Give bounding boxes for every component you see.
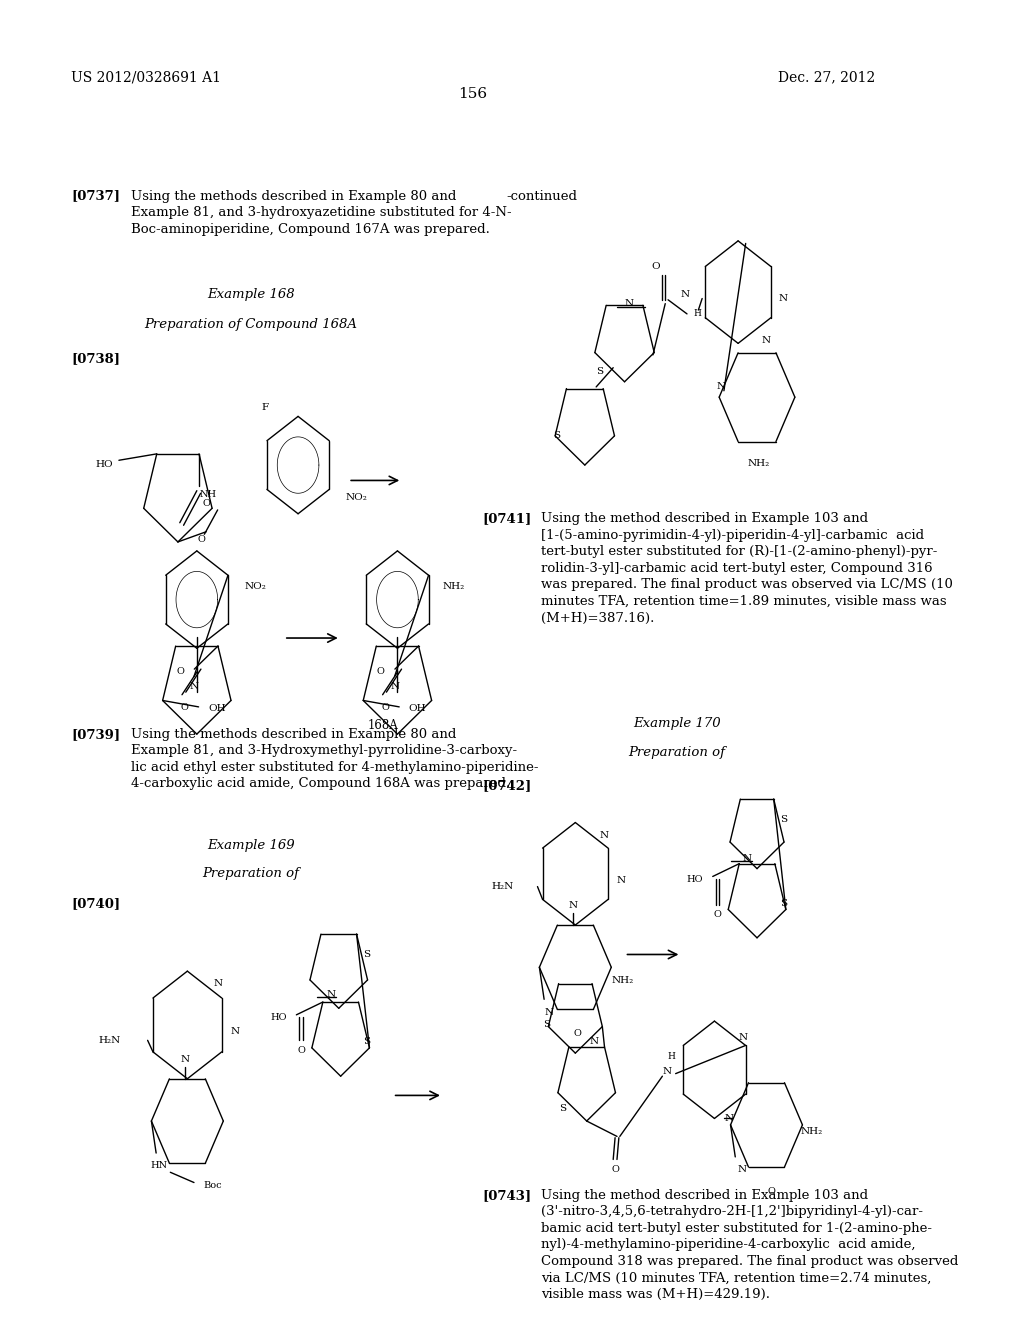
Text: Preparation of: Preparation of — [628, 746, 725, 759]
Text: Preparation of: Preparation of — [203, 867, 299, 880]
Text: NH₂: NH₂ — [748, 459, 770, 469]
Text: OH: OH — [208, 704, 225, 713]
Text: N: N — [625, 300, 634, 308]
Text: N: N — [717, 383, 726, 392]
Text: Using the methods described in Example 80 and
Example 81, and 3-hydroxyazetidine: Using the methods described in Example 8… — [131, 190, 511, 235]
Text: O: O — [176, 667, 184, 676]
Text: Example 168: Example 168 — [207, 288, 295, 301]
Text: Boc: Boc — [204, 1180, 222, 1189]
Text: N: N — [181, 1055, 190, 1064]
Text: F: F — [261, 403, 268, 412]
Text: S: S — [364, 950, 371, 958]
Text: NH₂: NH₂ — [611, 975, 634, 985]
Text: S: S — [780, 816, 787, 825]
Text: S: S — [559, 1104, 566, 1113]
Text: N: N — [189, 682, 199, 692]
Text: HO: HO — [96, 459, 114, 469]
Text: 156: 156 — [459, 87, 487, 102]
Text: Example 169: Example 169 — [207, 840, 295, 853]
Text: N: N — [230, 1027, 240, 1036]
Text: N: N — [545, 1007, 553, 1016]
Text: NO₂: NO₂ — [345, 492, 368, 502]
Text: O: O — [714, 911, 721, 920]
Text: N: N — [213, 979, 222, 989]
Text: HN: HN — [151, 1162, 168, 1171]
Text: O: O — [651, 261, 660, 271]
Text: H₂N: H₂N — [492, 882, 514, 891]
Text: H₂N: H₂N — [99, 1036, 121, 1045]
Text: N: N — [590, 1038, 599, 1045]
Text: Example 170: Example 170 — [633, 718, 721, 730]
Text: H: H — [693, 309, 701, 318]
Text: N: N — [738, 1034, 748, 1043]
Text: HO: HO — [687, 875, 703, 883]
Text: O: O — [611, 1166, 620, 1175]
Text: Using the methods described in Example 80 and
Example 81, and 3-Hydroxymethyl-py: Using the methods described in Example 8… — [131, 727, 538, 791]
Text: [0741]: [0741] — [482, 512, 531, 525]
Text: -continued: -continued — [506, 190, 578, 202]
Text: O: O — [573, 1030, 582, 1039]
Text: N: N — [569, 902, 578, 911]
Text: Using the method described in Example 103 and
(3'-nitro-3,4,5,6-tetrahydro-2H-[1: Using the method described in Example 10… — [542, 1189, 958, 1302]
Text: O: O — [181, 704, 188, 711]
Text: N: N — [779, 294, 788, 304]
Text: S: S — [780, 899, 787, 908]
Text: O: O — [198, 535, 206, 544]
Text: N: N — [737, 1166, 746, 1175]
Text: NH₂: NH₂ — [801, 1127, 823, 1135]
Text: O: O — [203, 499, 210, 508]
Text: [0737]: [0737] — [71, 190, 120, 202]
Text: [0740]: [0740] — [71, 896, 120, 909]
Text: O: O — [767, 1187, 775, 1196]
Text: O: O — [297, 1047, 305, 1055]
Text: N: N — [616, 875, 626, 884]
Text: US 2012/0328691 A1: US 2012/0328691 A1 — [71, 70, 221, 84]
Text: NH₂: NH₂ — [442, 582, 465, 591]
Text: [0738]: [0738] — [71, 352, 120, 366]
Text: [0742]: [0742] — [482, 779, 531, 792]
Text: Dec. 27, 2012: Dec. 27, 2012 — [778, 70, 876, 84]
Text: NH: NH — [200, 490, 217, 499]
Text: N: N — [743, 854, 753, 863]
Text: N: N — [599, 830, 608, 840]
Text: N: N — [762, 337, 771, 346]
Text: OH: OH — [409, 704, 426, 713]
Text: S: S — [596, 367, 603, 376]
Text: S: S — [544, 1020, 551, 1030]
Text: [0739]: [0739] — [71, 727, 120, 741]
Text: N: N — [663, 1067, 672, 1076]
Text: O: O — [382, 704, 389, 711]
Text: Preparation of Compound 168A: Preparation of Compound 168A — [144, 318, 357, 331]
Text: Using the method described in Example 103 and
[1-(5-amino-pyrimidin-4-yl)-piperi: Using the method described in Example 10… — [542, 512, 953, 624]
Text: NO₂: NO₂ — [244, 582, 266, 591]
Text: S: S — [364, 1038, 371, 1045]
Text: N: N — [724, 1114, 733, 1123]
Text: H: H — [668, 1052, 676, 1061]
Text: S: S — [553, 432, 560, 440]
Text: N: N — [681, 290, 690, 300]
Text: [0743]: [0743] — [482, 1189, 531, 1203]
Text: HO: HO — [270, 1012, 287, 1022]
Text: N: N — [390, 682, 399, 692]
Text: N: N — [327, 990, 336, 999]
Text: O: O — [377, 667, 385, 676]
Text: 168A: 168A — [368, 718, 398, 731]
